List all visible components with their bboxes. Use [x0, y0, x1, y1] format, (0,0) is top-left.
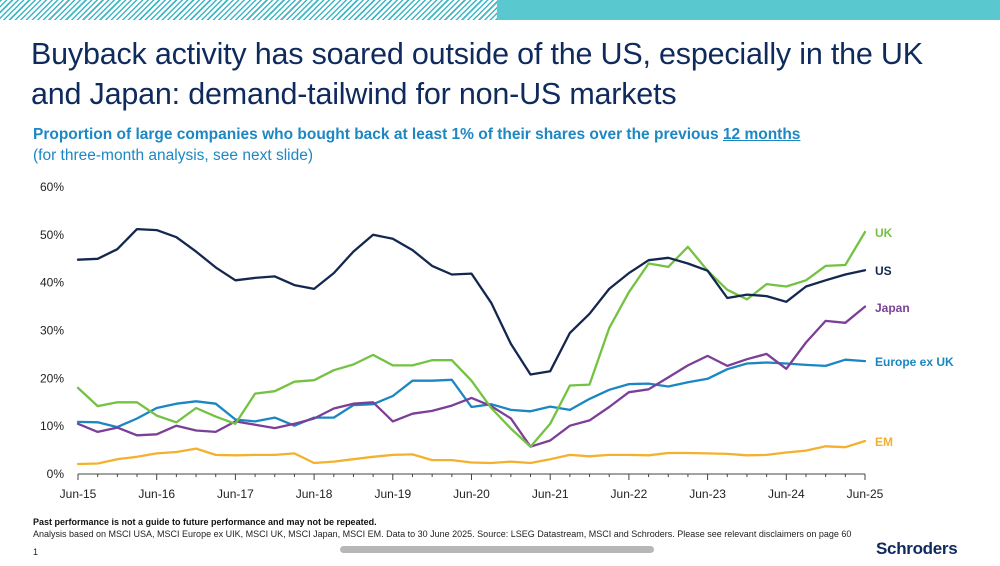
source-note: Analysis based on MSCI USA, MSCI Europe … [33, 529, 852, 539]
series-label-em: EM [875, 435, 893, 449]
x-tick-label: Jun-18 [296, 487, 333, 501]
chart-subtitle-text: Proportion of large companies who bought… [33, 126, 723, 143]
y-tick-label: 20% [40, 371, 64, 385]
x-tick-label: Jun-25 [847, 487, 884, 501]
series-label-europe-ex-uk: Europe ex UK [875, 355, 954, 369]
slide-title: Buyback activity has soared outside of t… [31, 37, 923, 111]
series-label-japan: Japan [875, 301, 910, 315]
chart-subnote: (for three-month analysis, see next slid… [33, 147, 313, 164]
series-line-uk [76, 230, 867, 448]
y-tick-label: 30% [40, 324, 64, 338]
y-tick-label: 40% [40, 276, 64, 290]
x-tick-label: Jun-21 [532, 487, 569, 501]
series-line-japan [76, 305, 867, 448]
x-tick-label: Jun-19 [374, 487, 411, 501]
series-label-uk: UK [875, 226, 893, 240]
chart-subtitle: Proportion of large companies who bought… [33, 126, 973, 144]
y-tick-label: 50% [40, 228, 64, 242]
series-line-europe-ex-uk [76, 358, 867, 429]
x-tick-label: Jun-16 [138, 487, 175, 501]
performance-disclaimer: Past performance is not a guide to futur… [33, 517, 377, 527]
y-tick-label: 10% [40, 419, 64, 433]
twelve-months-link[interactable]: 12 months [722, 126, 801, 143]
y-tick-label: 0% [47, 467, 65, 481]
top-accent-bar [497, 0, 1000, 20]
x-axis: Jun-15 Jun-16 Jun-17 Jun-18 Jun-19 Jun-20 Jun-… [60, 473, 884, 501]
y-axis: 0% 10% 20% 30% 40% 50% 60% [40, 180, 64, 481]
series-label-layer: UK US Japan Europe ex UK EM [875, 226, 954, 449]
buyback-line-chart: 0%10%20%30%40%50%60% Jun-15 Jun-16 Jun-17 J… [40, 180, 954, 501]
page-number: 1 [33, 547, 39, 557]
x-tick-label: Jun-20 [453, 487, 490, 501]
series-line-us [76, 227, 867, 376]
y-tick-label: 60% [40, 180, 64, 194]
series-layer [76, 227, 867, 466]
x-tick-label: Jun-22 [611, 487, 648, 501]
series-label-us: US [875, 264, 892, 278]
schroders-logo: Schroders [876, 539, 958, 558]
x-tick-label: Jun-23 [689, 487, 726, 501]
horizontal-scrollbar[interactable] [340, 546, 654, 553]
x-tick-label: Jun-24 [768, 487, 805, 501]
series-line-em [76, 439, 867, 466]
x-tick-label: Jun-15 [60, 487, 97, 501]
top-hatch-band [0, 0, 497, 20]
x-tick-label: Jun-17 [217, 487, 254, 501]
